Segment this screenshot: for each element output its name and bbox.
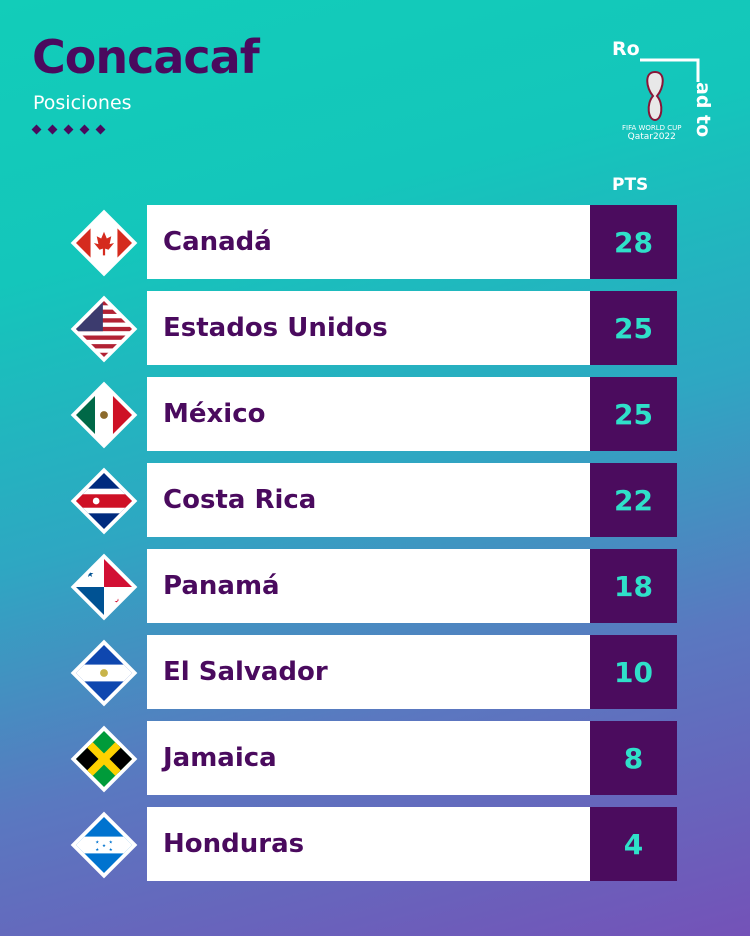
svg-text:★: ★ (95, 839, 99, 845)
team-name: México (147, 377, 590, 451)
points-column-header: PTS (612, 175, 649, 195)
standings-row: Canadá 28 (66, 205, 678, 279)
team-name: El Salvador (147, 635, 590, 709)
svg-text:★: ★ (109, 847, 113, 853)
team-name: Costa Rica (147, 463, 590, 537)
standings-row: Estados Unidos 25 (66, 291, 678, 365)
svg-text:★: ★ (95, 847, 99, 853)
standings-row: El Salvador 10 (66, 635, 678, 709)
team-points: 22 (590, 463, 677, 537)
team-name: Jamaica (147, 721, 590, 795)
team-points: 18 (590, 549, 677, 623)
standings-row: ★ ★ ★ ★ ★ Honduras 4 (66, 807, 678, 881)
standings-row: ★★ Panamá 18 (66, 549, 678, 623)
svg-text:★: ★ (86, 570, 94, 580)
standings-row: Jamaica 8 (66, 721, 678, 795)
team-points: 25 (590, 291, 677, 365)
mexico-flag-icon (70, 381, 138, 449)
svg-text:★: ★ (109, 839, 113, 845)
standings-row: México 25 (66, 377, 678, 451)
decorative-dots (31, 124, 106, 135)
page-title: Concacaf (32, 30, 260, 84)
usa-flag-icon (70, 295, 138, 363)
canada-flag-icon (70, 209, 138, 277)
standings-row: Costa Rica 22 (66, 463, 678, 537)
team-points: 10 (590, 635, 677, 709)
world-cup-logo: Ro ad to FIFA WORLD CUP Qatar2022 (612, 38, 714, 142)
team-points: 25 (590, 377, 677, 451)
logo-line-icon (640, 58, 700, 82)
trophy-icon (646, 70, 664, 122)
costa-rica-flag-icon (70, 467, 138, 535)
team-name: Panamá (147, 549, 590, 623)
svg-text:★: ★ (102, 843, 106, 849)
panama-flag-icon: ★★ (70, 553, 138, 621)
page-subtitle: Posiciones (33, 92, 132, 114)
team-name: Canadá (147, 205, 590, 279)
jamaica-flag-icon (70, 725, 138, 793)
team-points: 8 (590, 721, 677, 795)
honduras-flag-icon: ★ ★★★ ★ (70, 811, 138, 879)
team-name: Estados Unidos (147, 291, 590, 365)
team-points: 4 (590, 807, 677, 881)
team-points: 28 (590, 205, 677, 279)
el-salvador-flag-icon (70, 639, 138, 707)
team-name: Honduras (147, 807, 590, 881)
